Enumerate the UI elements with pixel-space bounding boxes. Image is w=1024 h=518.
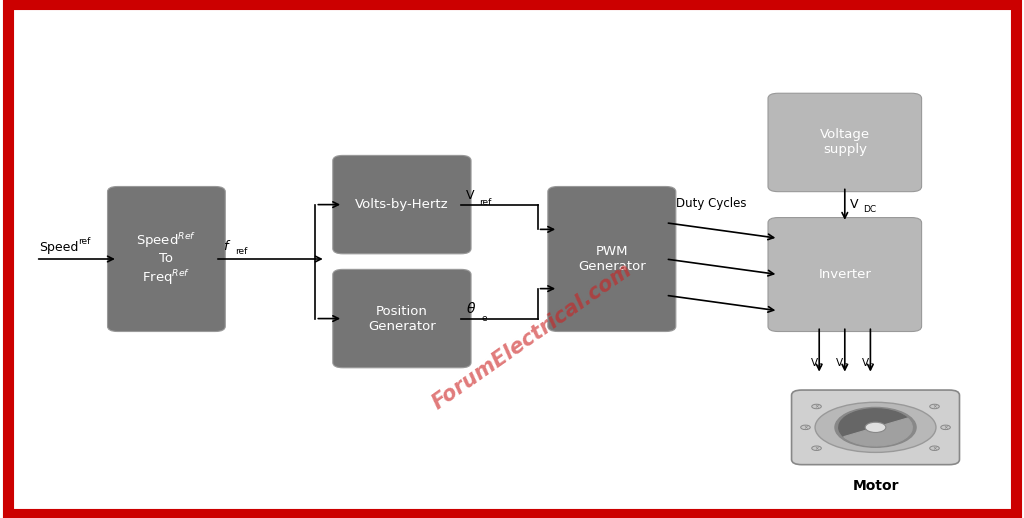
- Text: f: f: [223, 240, 228, 253]
- FancyBboxPatch shape: [548, 186, 676, 332]
- Ellipse shape: [835, 408, 916, 447]
- Text: $\theta$: $\theta$: [466, 301, 476, 316]
- Text: Speed$^{Ref}$
To
Freq$^{Ref}$: Speed$^{Ref}$ To Freq$^{Ref}$: [136, 231, 197, 287]
- Text: ×: ×: [932, 404, 937, 409]
- Text: ×: ×: [814, 404, 819, 409]
- Text: Motor: Motor: [852, 479, 899, 493]
- Text: V: V: [466, 189, 474, 202]
- Text: ×: ×: [943, 425, 948, 430]
- Text: V: V: [850, 198, 858, 211]
- Text: DC: DC: [863, 205, 877, 214]
- Text: Voltage
supply: Voltage supply: [820, 128, 869, 156]
- FancyBboxPatch shape: [333, 155, 471, 254]
- Ellipse shape: [815, 402, 936, 452]
- Text: V$_c$: V$_c$: [861, 356, 873, 370]
- Ellipse shape: [865, 422, 886, 433]
- Wedge shape: [839, 409, 907, 437]
- Text: Speed: Speed: [39, 241, 78, 254]
- Text: ref: ref: [236, 248, 248, 256]
- Text: ForumElectrical.com: ForumElectrical.com: [429, 260, 636, 413]
- Text: Inverter: Inverter: [818, 268, 871, 281]
- Text: V$_b$: V$_b$: [835, 356, 849, 370]
- Wedge shape: [844, 418, 912, 446]
- Text: ×: ×: [932, 445, 937, 451]
- Text: Duty Cycles: Duty Cycles: [676, 197, 746, 210]
- Text: V$_a$: V$_a$: [810, 356, 822, 370]
- Text: Position
Generator: Position Generator: [368, 305, 436, 333]
- Text: Volts-by-Hertz: Volts-by-Hertz: [355, 198, 449, 211]
- Text: e: e: [481, 314, 486, 323]
- Text: PWM
Generator: PWM Generator: [578, 245, 646, 273]
- FancyBboxPatch shape: [333, 269, 471, 368]
- Ellipse shape: [930, 404, 939, 409]
- Text: ×: ×: [803, 425, 808, 430]
- Ellipse shape: [941, 425, 950, 429]
- Ellipse shape: [812, 404, 821, 409]
- Ellipse shape: [930, 446, 939, 451]
- Text: ref: ref: [78, 237, 90, 246]
- Text: ×: ×: [814, 445, 819, 451]
- Text: ref: ref: [479, 198, 492, 207]
- Ellipse shape: [801, 425, 810, 429]
- Ellipse shape: [812, 446, 821, 451]
- FancyBboxPatch shape: [768, 218, 922, 332]
- FancyBboxPatch shape: [108, 186, 225, 332]
- FancyBboxPatch shape: [768, 93, 922, 192]
- FancyBboxPatch shape: [792, 390, 959, 465]
